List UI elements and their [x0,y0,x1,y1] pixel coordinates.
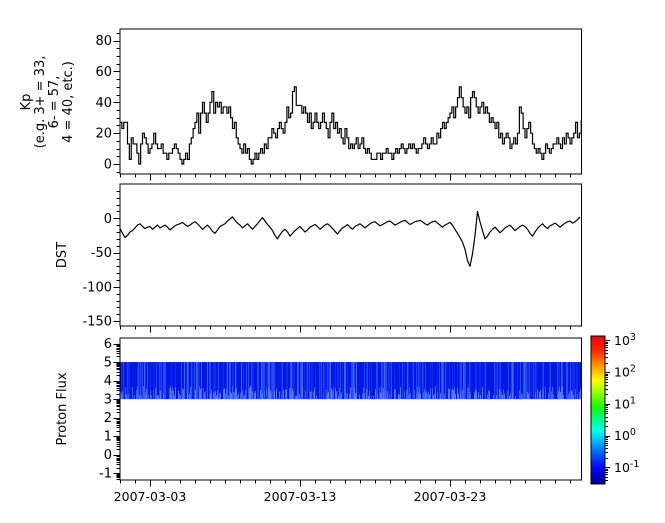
colorbar-tick-label: 103 [614,332,636,348]
x-tick-label-2007-03-13: 2007-03-13 [263,489,337,504]
colorbar-tick-label: 101 [614,395,636,411]
svg-text:60: 60 [95,65,112,80]
x-tick-label-2007-03-03: 2007-03-03 [113,489,187,504]
colorbar-tick-label: 10-1 [614,459,639,475]
svg-text:4: 4 [104,374,112,389]
dst-panel-frame [119,183,582,327]
svg-text:1: 1 [104,430,112,445]
proton-flux-band [120,362,581,400]
svg-text:5: 5 [104,356,112,371]
svg-text:-1: -1 [99,467,112,482]
svg-text:0: 0 [104,212,112,227]
x-tick-label-2007-03-23: 2007-03-23 [413,489,487,504]
svg-text:40: 40 [95,96,112,111]
dst-data-line [120,210,581,267]
colorbar: 103 102 101 100 10-1 [590,332,639,485]
svg-text:2: 2 [104,411,112,426]
svg-text:-50: -50 [91,246,112,261]
svg-text:6: 6 [104,337,112,352]
svg-text:-150: -150 [82,315,112,330]
svg-text:0: 0 [104,448,112,463]
proton-panel-frame [119,337,582,481]
kp-data-line [120,86,581,165]
colorbar-tick-label: 100 [614,427,636,443]
svg-text:20: 20 [95,127,112,142]
svg-text:80: 80 [95,34,112,49]
svg-text:3: 3 [104,393,112,408]
svg-text:0: 0 [104,158,112,173]
svg-text:-100: -100 [82,280,112,295]
kp-panel-frame [119,28,582,175]
colorbar-tick-label: 102 [614,364,636,380]
